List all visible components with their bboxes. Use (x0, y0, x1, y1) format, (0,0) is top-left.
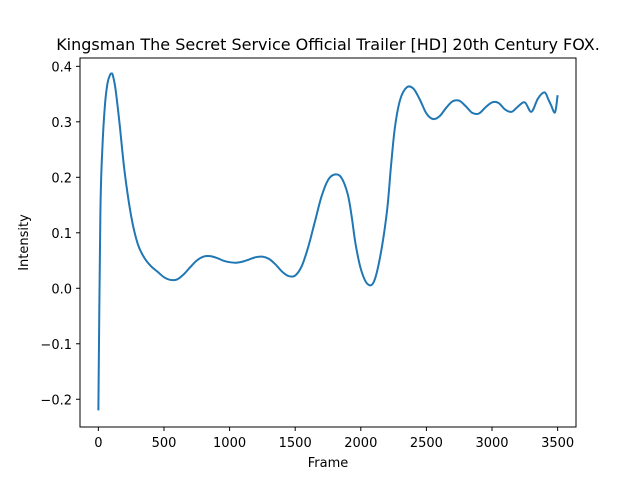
y-tick-label: 0.2 (51, 171, 72, 186)
x-tick-label: 500 (152, 436, 177, 451)
y-tick-label: 0.4 (51, 60, 72, 75)
axes-frame (79, 57, 577, 428)
x-tick-label: 2000 (344, 436, 377, 451)
x-axis-label: Frame (308, 456, 349, 471)
y-tick-label: 0.3 (51, 116, 72, 131)
x-tick-label: 2500 (410, 436, 443, 451)
y-tick-label: 0.0 (51, 282, 72, 297)
series-line (97, 72, 559, 411)
y-tick-label: 0.1 (51, 227, 72, 242)
y-axis-label: Intensity (17, 214, 32, 271)
y-axis-ticks: −0.2 −0.1 0.0 0.1 0.2 0.3 0.4 (40, 60, 80, 408)
x-tick-label: 0 (94, 436, 102, 451)
chart-title: Kingsman The Secret Service Official Tra… (56, 35, 600, 54)
x-tick-label: 3000 (475, 436, 508, 451)
y-tick-label: −0.2 (40, 393, 72, 408)
x-tick-label: 1000 (213, 436, 246, 451)
x-axis-ticks: 0 500 1000 1500 2000 2500 3000 3500 (94, 427, 574, 451)
plot-area (79, 57, 577, 428)
y-tick-label: −0.1 (40, 338, 72, 353)
x-tick-label: 1500 (279, 436, 312, 451)
x-tick-label: 3500 (541, 436, 574, 451)
